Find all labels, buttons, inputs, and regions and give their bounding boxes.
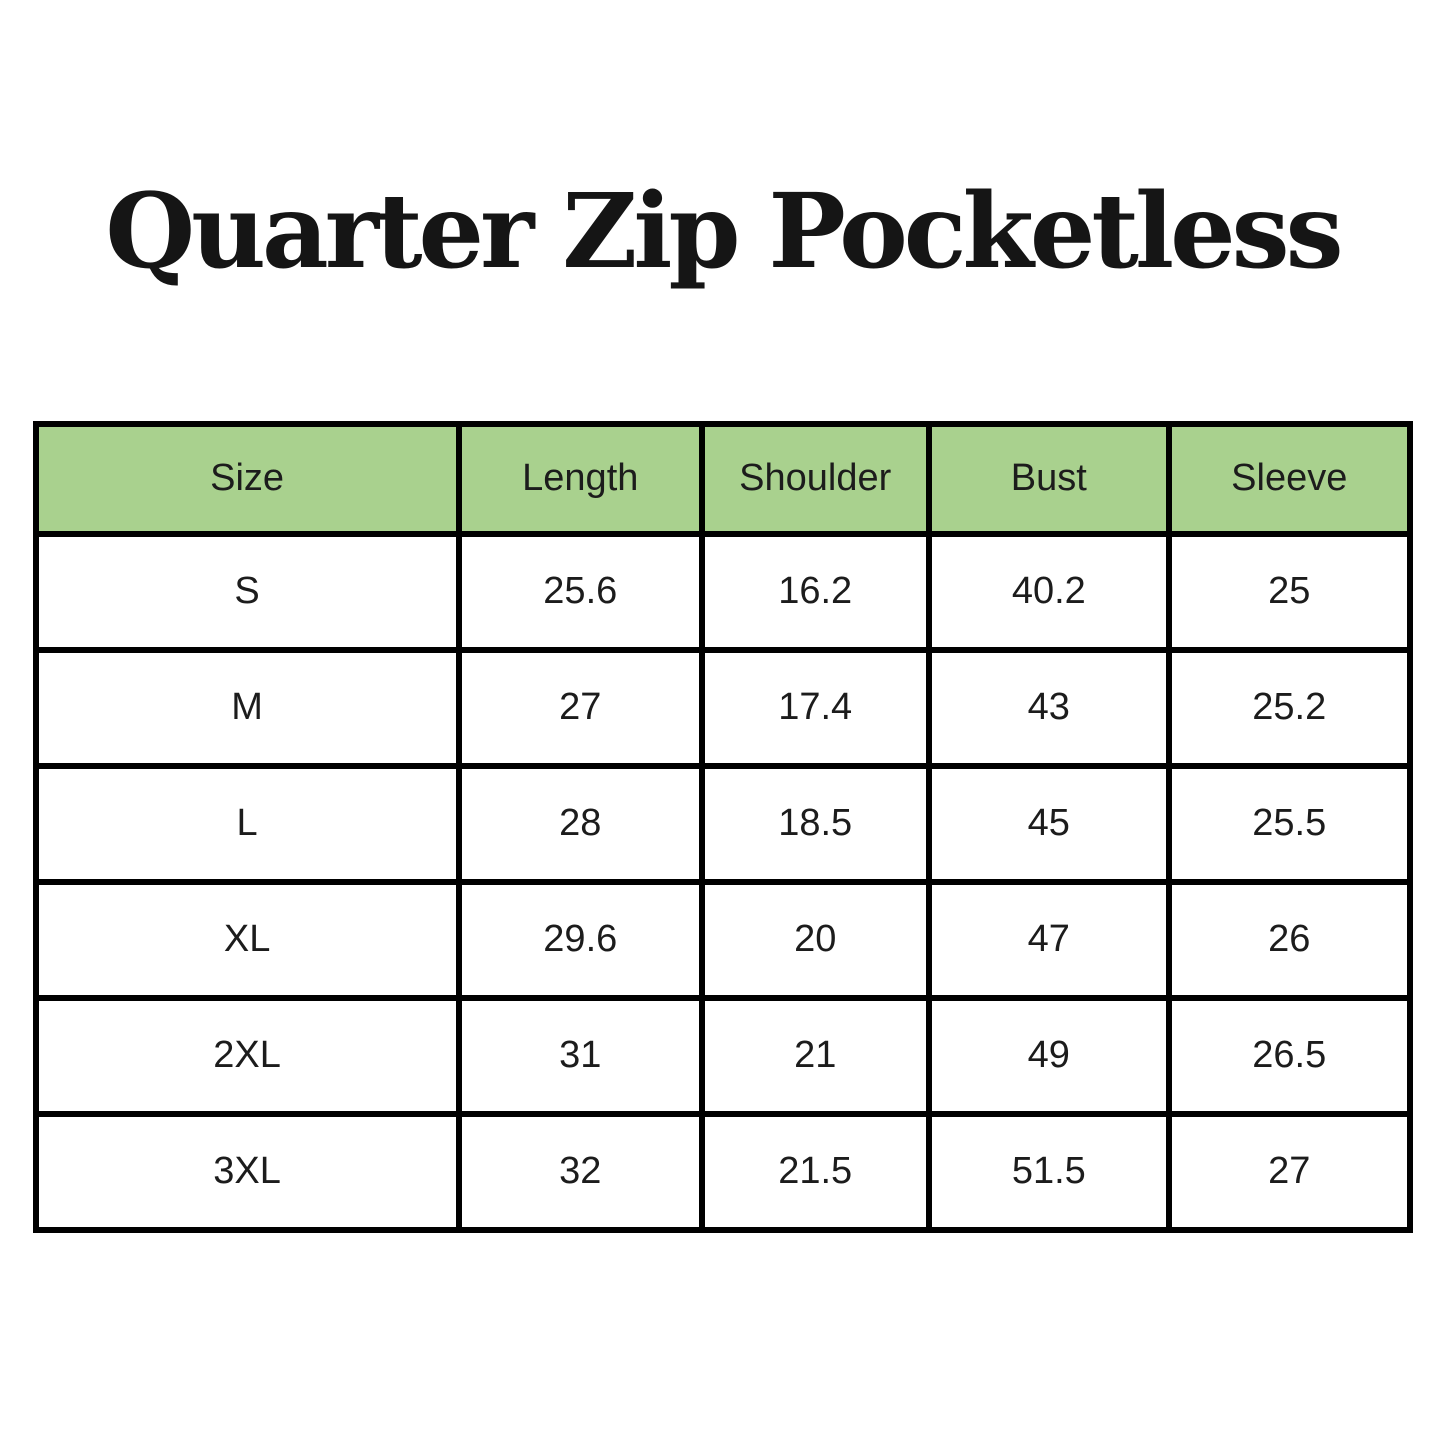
cell-sleeve: 26.5 xyxy=(1166,994,1413,1117)
table-row-2xl: 2XL 31 21 49 26.5 xyxy=(32,994,1413,1117)
cell-size: 3XL xyxy=(32,1110,462,1233)
header-cell-size: Size xyxy=(32,420,462,537)
cell-shoulder: 16.2 xyxy=(698,530,932,653)
cell-bust: 43 xyxy=(925,646,1173,769)
table-row-xl: XL 29.6 20 47 26 xyxy=(32,878,1413,1001)
size-chart-container: Size Length Shoulder Bust Sleeve S 25.6 … xyxy=(0,420,1445,1233)
cell-length: 31 xyxy=(455,994,705,1117)
cell-bust: 49 xyxy=(925,994,1173,1117)
cell-bust: 47 xyxy=(925,878,1173,1001)
cell-length: 25.6 xyxy=(455,530,705,653)
cell-shoulder: 17.4 xyxy=(698,646,932,769)
cell-shoulder: 18.5 xyxy=(698,762,932,885)
table-row-l: L 28 18.5 45 25.5 xyxy=(32,762,1413,885)
cell-size: S xyxy=(32,530,462,653)
cell-sleeve: 25.5 xyxy=(1166,762,1413,885)
table-row-s: S 25.6 16.2 40.2 25 xyxy=(32,530,1413,653)
header-row: Size Length Shoulder Bust Sleeve xyxy=(32,420,1413,537)
header-cell-shoulder: Shoulder xyxy=(698,420,932,537)
cell-size: L xyxy=(32,762,462,885)
cell-bust: 45 xyxy=(925,762,1173,885)
cell-sleeve: 25.2 xyxy=(1166,646,1413,769)
header-cell-length: Length xyxy=(455,420,705,537)
cell-bust: 40.2 xyxy=(925,530,1173,653)
cell-sleeve: 25 xyxy=(1166,530,1413,653)
cell-size: M xyxy=(32,646,462,769)
cell-size: XL xyxy=(32,878,462,1001)
cell-sleeve: 27 xyxy=(1166,1110,1413,1233)
table-row-3xl: 3XL 32 21.5 51.5 27 xyxy=(32,1110,1413,1233)
cell-shoulder: 21 xyxy=(698,994,932,1117)
page-title: Quarter Zip Pocketless xyxy=(105,171,1343,292)
cell-shoulder: 20 xyxy=(698,878,932,1001)
table-row-m: M 27 17.4 43 25.2 xyxy=(32,646,1413,769)
cell-length: 27 xyxy=(455,646,705,769)
cell-shoulder: 21.5 xyxy=(698,1110,932,1233)
header-cell-sleeve: Sleeve xyxy=(1166,420,1413,537)
cell-length: 32 xyxy=(455,1110,705,1233)
cell-sleeve: 26 xyxy=(1166,878,1413,1001)
cell-size: 2XL xyxy=(32,994,462,1117)
cell-bust: 51.5 xyxy=(925,1110,1173,1233)
cell-length: 29.6 xyxy=(455,878,705,1001)
cell-length: 28 xyxy=(455,762,705,885)
size-chart-table: Size Length Shoulder Bust Sleeve S 25.6 … xyxy=(32,420,1413,1233)
header-cell-bust: Bust xyxy=(925,420,1173,537)
